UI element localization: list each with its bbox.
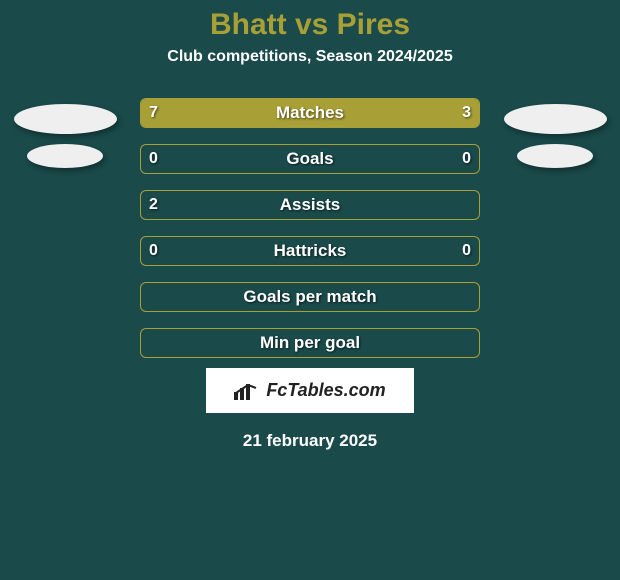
page-title: Bhatt vs Pires xyxy=(210,8,410,42)
stat-value-right: 3 xyxy=(462,99,471,127)
stat-label: Goals xyxy=(141,145,479,173)
stat-value-right: 0 xyxy=(462,145,471,173)
stat-label: Goals per match xyxy=(141,283,479,311)
bars-column: 73Matches00Goals2Assists00HattricksGoals… xyxy=(140,98,480,358)
stat-value-left: 0 xyxy=(149,145,158,173)
date-text: 21 february 2025 xyxy=(243,431,377,451)
stat-bar-hattricks: 0 0Hattricks xyxy=(140,236,480,266)
player-left-avatar xyxy=(14,104,117,134)
stat-label: Min per goal xyxy=(141,329,479,357)
stat-label: Assists xyxy=(141,191,479,219)
player-left-badge xyxy=(27,144,103,168)
stat-bar-left-fill xyxy=(141,99,378,127)
stat-bar-goals: 0 0Goals xyxy=(140,144,480,174)
stat-bar-goals-per-match: Goals per match xyxy=(140,282,480,312)
player-right-badge xyxy=(517,144,593,168)
stat-value-left: 0 xyxy=(149,237,158,265)
comparison-infographic: Bhatt vs Pires Club competitions, Season… xyxy=(0,0,620,580)
left-avatar-column xyxy=(10,98,120,168)
stat-bar-assists: 2Assists xyxy=(140,190,480,220)
stat-bar-min-per-goal: Min per goal xyxy=(140,328,480,358)
stat-label: Hattricks xyxy=(141,237,479,265)
comparison-area: 73Matches00Goals2Assists00HattricksGoals… xyxy=(0,98,620,358)
page-subtitle: Club competitions, Season 2024/2025 xyxy=(167,48,452,66)
right-avatar-column xyxy=(500,98,610,168)
stat-value-left: 2 xyxy=(149,191,158,219)
stat-value-left: 7 xyxy=(149,99,158,127)
stat-value-right: 0 xyxy=(462,237,471,265)
branding-badge: FcTables.com xyxy=(206,368,413,413)
stat-bar-matches: 73Matches xyxy=(140,98,480,128)
brand-logo-icon xyxy=(234,382,258,400)
player-right-avatar xyxy=(504,104,607,134)
branding-text: FcTables.com xyxy=(266,380,385,401)
